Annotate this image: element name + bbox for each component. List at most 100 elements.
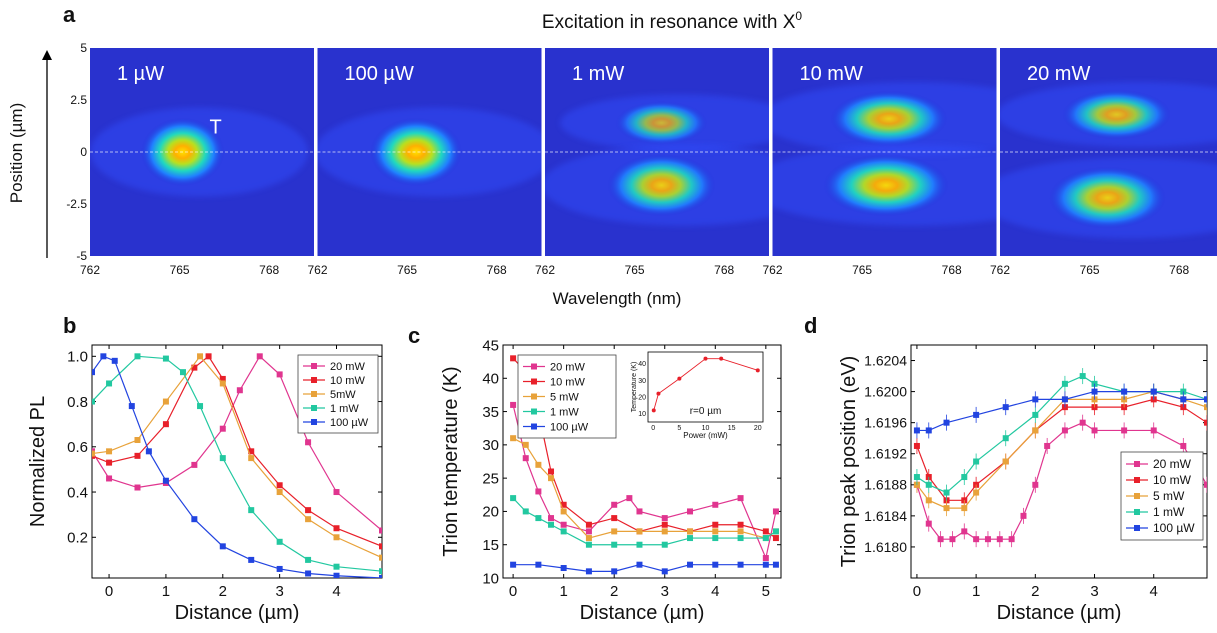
data-point	[236, 387, 243, 394]
x-tick-label: 3	[1090, 583, 1098, 600]
y-tick-label: 45	[482, 337, 499, 354]
heatmap-panel-label: 100 µW	[345, 63, 414, 85]
data-point	[943, 419, 950, 426]
data-point	[276, 482, 283, 489]
data-point	[510, 561, 517, 568]
y-tick-label: 0	[80, 145, 87, 159]
legend: 20 mW 10 mW 5 mW 1 mW 100 µW	[1120, 451, 1204, 541]
heatmap-panel: 1 µW T	[90, 48, 314, 256]
x-tick-label: 765	[852, 263, 872, 277]
y-tick-label: 10	[482, 570, 499, 587]
data-point	[712, 528, 719, 535]
data-point	[276, 489, 283, 496]
x-tick-label: 768	[259, 263, 279, 277]
inset-x-tick-label: 0	[651, 425, 655, 432]
series-line	[512, 497, 777, 546]
y-tick-label: 1.6200	[864, 384, 907, 400]
data-point	[973, 458, 980, 465]
inset-x-tick-label: 5	[677, 425, 681, 432]
data-point	[197, 353, 204, 360]
data-point	[510, 495, 517, 502]
y-tick-label: -5	[76, 249, 87, 263]
legend-marker	[1134, 525, 1140, 531]
data-point	[379, 527, 382, 534]
x-tick-label: 2	[219, 583, 227, 600]
data-point	[560, 521, 567, 528]
chart-a-title: Excitation in resonance with X0	[542, 9, 802, 33]
y-tick-label: 1.6180	[864, 539, 907, 555]
legend-marker	[311, 405, 317, 411]
data-point	[1002, 404, 1009, 411]
data-point	[510, 355, 517, 362]
heatmap-spot	[830, 90, 948, 147]
data-point	[162, 398, 169, 405]
x-tick-label: 1	[559, 583, 567, 600]
data-point	[585, 535, 592, 542]
data-point	[1121, 388, 1128, 395]
y-tick-label: 1.6196	[864, 415, 907, 431]
data-point	[1061, 380, 1068, 387]
inset: 0 5 10 15 20 10 20 30 40 Power (mW) Temperature (K…	[631, 351, 764, 440]
data-point	[522, 508, 529, 515]
series-line	[92, 355, 382, 572]
y-tick-label: 40	[482, 371, 499, 388]
data-point	[548, 468, 555, 475]
data-point	[712, 521, 719, 528]
data-point	[256, 353, 263, 360]
legend-label: 5mW	[330, 389, 356, 401]
x-tick-label: 768	[487, 263, 507, 277]
y-axis-label: Trion temperature (K)	[440, 366, 462, 556]
data-point	[333, 534, 340, 541]
data-point	[1150, 427, 1157, 434]
y-tick-label: 0.2	[67, 530, 88, 547]
y-tick-label: 30	[482, 437, 499, 454]
legend-marker	[311, 377, 317, 383]
data-point	[973, 489, 980, 496]
x-tick-label: 765	[625, 263, 645, 277]
heatmap-spot	[1062, 89, 1171, 140]
data-point	[333, 563, 340, 570]
legend-marker	[531, 408, 537, 415]
chart-a-title-sup: 0	[795, 9, 802, 23]
legend-marker	[531, 378, 537, 385]
data-point	[961, 528, 968, 535]
legend-marker	[311, 419, 317, 425]
y-tick-label: 1.0	[67, 349, 88, 366]
y-tick-label: 1.6204	[864, 352, 907, 368]
data-point	[560, 565, 567, 572]
data-point	[106, 475, 113, 482]
legend-marker	[531, 423, 537, 430]
data-point	[162, 421, 169, 428]
data-point	[1044, 442, 1051, 449]
legend-label: 20 mW	[330, 361, 365, 373]
data-point	[1150, 388, 1157, 395]
y-tick-label: 0.4	[67, 484, 88, 501]
legend-label: 100 µW	[330, 417, 369, 429]
x-tick-label: 768	[942, 263, 962, 277]
x-tick-label: 768	[714, 263, 734, 277]
x-tick-label: 5	[762, 583, 770, 600]
data-point	[687, 535, 694, 542]
data-point	[162, 477, 169, 484]
data-point	[961, 474, 968, 481]
data-point	[1121, 427, 1128, 434]
data-point	[1061, 396, 1068, 403]
heatmap-panel: 20 mW	[1000, 48, 1217, 256]
inset-x-tick-label: 15	[728, 425, 736, 432]
chart-a-ylabel: Position (µm)	[7, 103, 26, 203]
x-tick-label: 768	[1169, 263, 1189, 277]
y-tick-label: 35	[482, 404, 499, 421]
data-point	[772, 528, 779, 535]
data-point	[1091, 427, 1098, 434]
panel-label-b: b	[63, 313, 76, 338]
data-point	[611, 515, 618, 522]
data-point	[510, 401, 517, 408]
data-point	[1020, 512, 1027, 519]
data-point	[1204, 404, 1207, 411]
data-point	[305, 516, 312, 523]
x-tick-label: 765	[1080, 263, 1100, 277]
chart-a-xlabel: Wavelength (nm)	[553, 289, 682, 308]
legend-marker	[531, 363, 537, 370]
legend-label: 1 mW	[550, 407, 579, 419]
heatmap-spot	[370, 117, 463, 187]
